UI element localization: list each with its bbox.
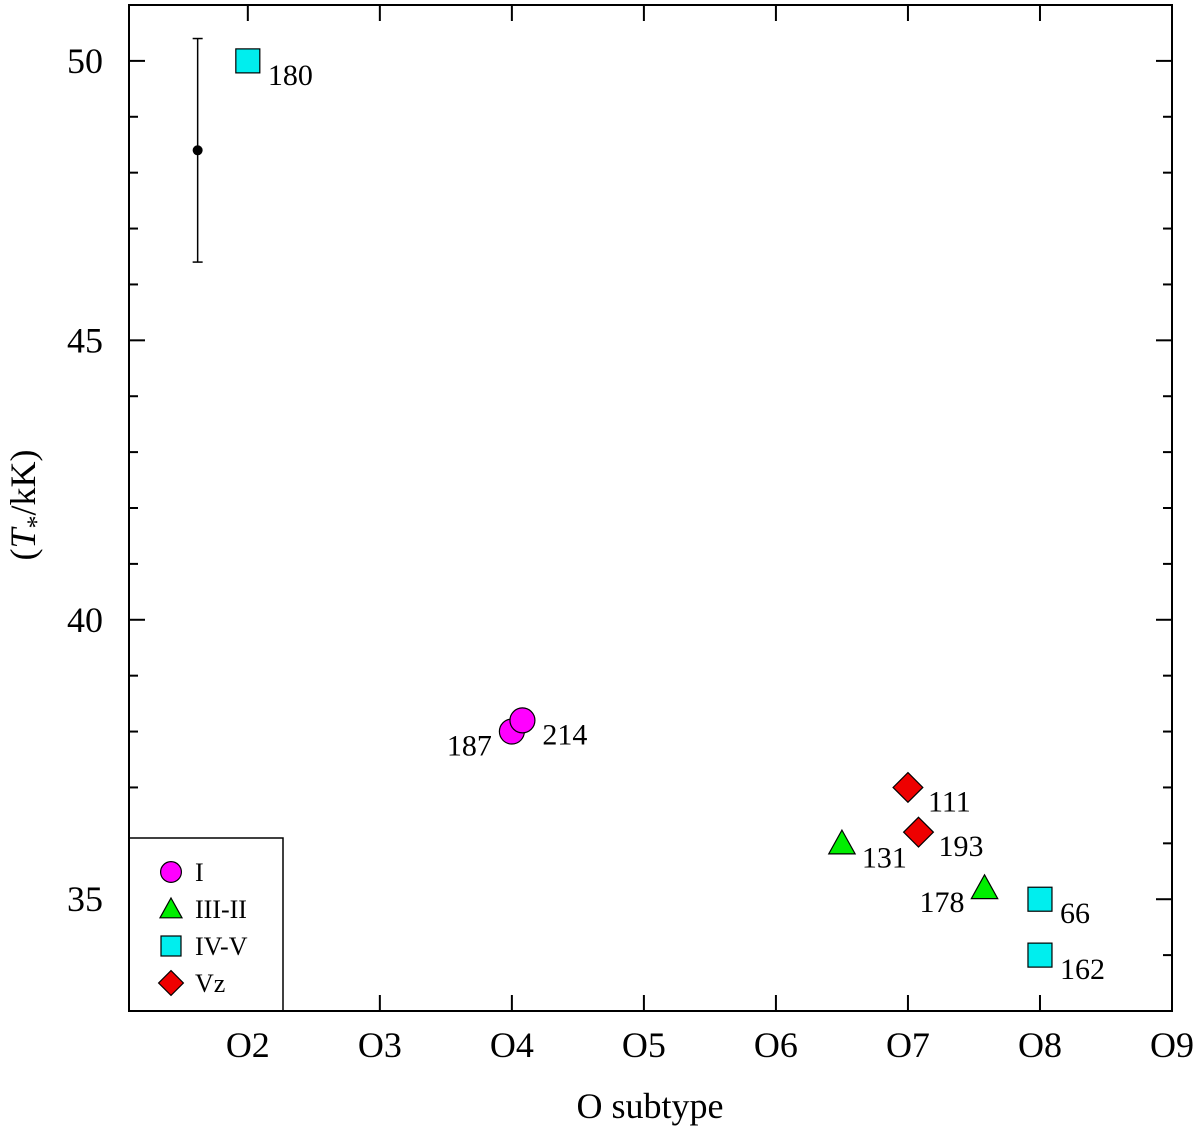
data-point-label: 187 — [447, 730, 492, 763]
data-point-diamond — [892, 771, 924, 804]
data-point-square — [235, 48, 261, 74]
x-tick-label: O2 — [226, 1025, 270, 1065]
y-tick-label: 40 — [67, 600, 103, 640]
x-tick-label: O9 — [1150, 1025, 1194, 1065]
data-point-square — [1027, 886, 1053, 912]
points-layer: 187 214 131 178 180 66 162 111 193 — [235, 48, 1105, 986]
data-point-diamond — [902, 816, 935, 848]
legend-label: III-II — [195, 895, 247, 924]
data-point-square — [1027, 942, 1053, 968]
data-point-triangle — [970, 873, 999, 900]
x-tick-label: O3 — [358, 1025, 402, 1065]
error-bar-center-dot — [192, 145, 203, 156]
x-axis-title: O subtype — [577, 1086, 724, 1126]
legend: I III-II IV-V Vz — [128, 837, 284, 1012]
data-point-label: 180 — [268, 59, 313, 92]
data-point-label: 111 — [928, 785, 971, 818]
data-point-label: 178 — [920, 886, 965, 919]
error-bar-layer — [192, 37, 203, 263]
legend-label: Vz — [195, 969, 225, 998]
x-tick-label: O8 — [1018, 1025, 1062, 1065]
y-axis-title: (T*/kK) — [3, 449, 51, 560]
data-point-label: 193 — [939, 830, 984, 863]
legend-marker-diamond — [157, 969, 185, 997]
data-point-triangle — [827, 828, 857, 855]
data-point-label: 66 — [1060, 897, 1090, 930]
legend-marker-circle — [160, 860, 183, 883]
x-tick-label: O6 — [754, 1025, 798, 1065]
data-point-label: 162 — [1060, 953, 1105, 986]
y-tick-label: 50 — [67, 41, 103, 81]
legend-label: I — [195, 858, 204, 887]
ticks-layer: O2 O3 O4 O5 O6 O7 O8 O9 35 40 45 50 — [67, 5, 1194, 1065]
legend-box — [128, 837, 284, 1012]
x-tick-label: O7 — [886, 1025, 930, 1065]
y-tick-label: 45 — [67, 320, 103, 360]
x-tick-label: O4 — [490, 1025, 534, 1065]
x-tick-label: O5 — [622, 1025, 666, 1065]
data-point-label: 214 — [542, 718, 587, 751]
legend-label: IV-V — [195, 932, 248, 961]
y-tick-label: 35 — [67, 879, 103, 919]
plot-frame — [128, 4, 1173, 1012]
data-point-label: 131 — [862, 841, 907, 874]
legend-marker-square — [160, 935, 182, 957]
legend-marker-triangle — [158, 896, 184, 919]
data-point-circle — [509, 707, 536, 734]
